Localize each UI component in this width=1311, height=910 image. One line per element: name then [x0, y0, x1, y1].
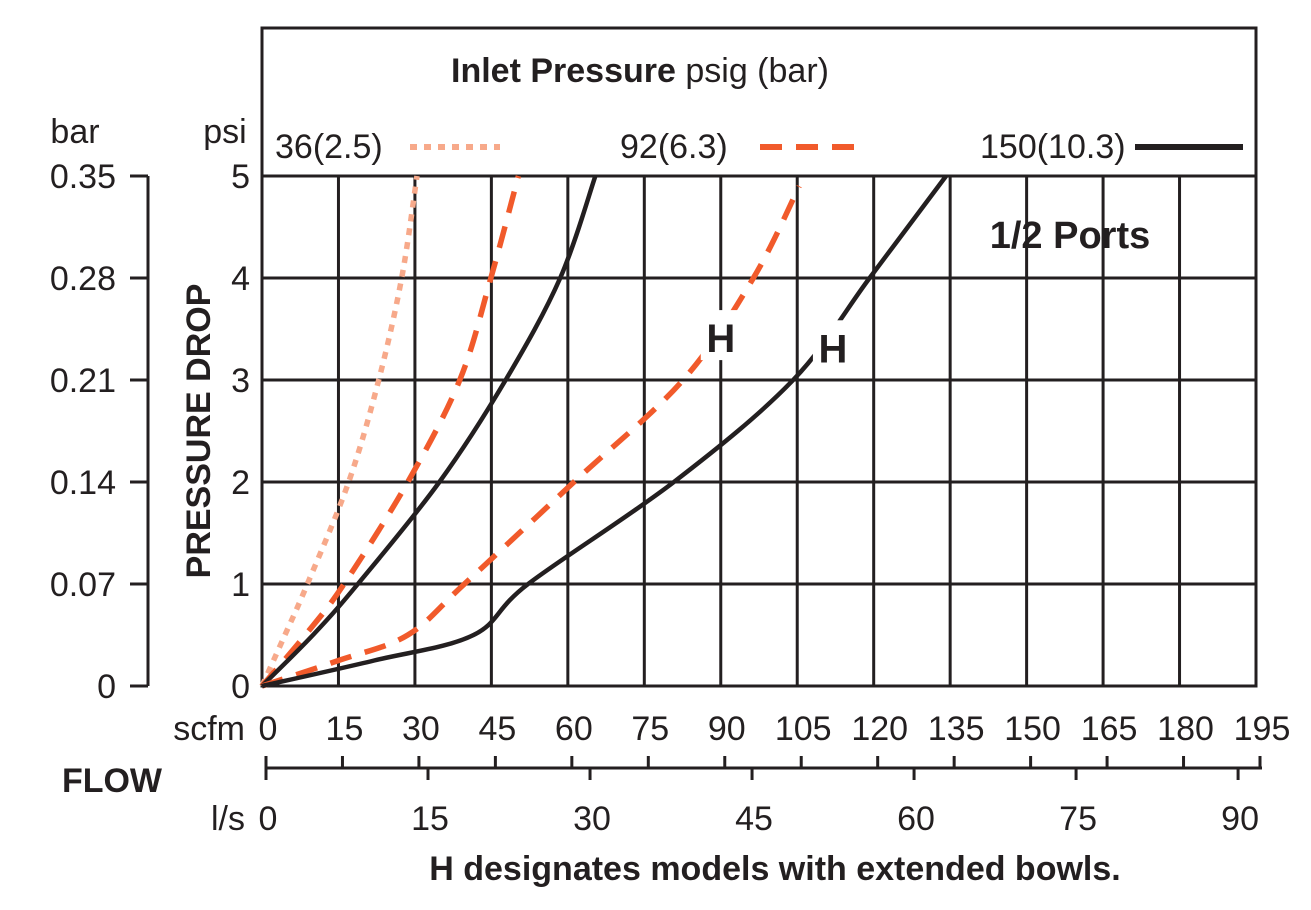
x-tick-label-scfm: 120 — [851, 710, 908, 748]
x-tick-label-scfm: 90 — [708, 710, 746, 748]
x-tick-label-scfm: 105 — [775, 710, 832, 748]
x-axis: 0 15 30 45 60 75 90 105 120 135 150 165 180 195 0 15 30 4… — [259, 710, 1291, 838]
x-tick-label-scfm: 165 — [1081, 710, 1138, 748]
x-tick-label-scfm: 195 — [1234, 710, 1291, 748]
h-label-background — [812, 320, 853, 371]
x-tick-label-scfm: 45 — [478, 710, 516, 748]
curves — [259, 174, 948, 689]
psi-unit-label: psi — [203, 113, 246, 151]
y-tick-label-bar: 0.07 — [50, 566, 116, 604]
series-curve-362.5 — [259, 175, 420, 688]
y-tick-label-psi: 1 — [231, 566, 250, 604]
y-tick-label-psi: 3 — [231, 362, 250, 400]
x-tick-label-scfm: 75 — [631, 710, 669, 748]
x-tick-label-scfm: 180 — [1157, 710, 1214, 748]
y-tick-label-bar: 0.35 — [50, 158, 116, 196]
x-tick-label-scfm: 150 — [1004, 710, 1061, 748]
plot-frame — [260, 26, 1258, 688]
x-tick-label-ls: 60 — [897, 800, 935, 838]
y-tick-label-psi: 4 — [231, 260, 250, 298]
x-tick-label-scfm: 135 — [928, 710, 985, 748]
series-curve-926.3 — [259, 175, 522, 688]
y-tick-label-bar: 0.14 — [50, 464, 116, 502]
x-tick-label-scfm: 0 — [259, 710, 278, 748]
series-curve-926.3-h — [261, 184, 802, 689]
h-label-background — [700, 310, 741, 361]
ls-unit-label: l/s — [211, 800, 245, 838]
x-tick-label-ls: 30 — [573, 800, 611, 838]
series-curve-15010.3-h — [261, 174, 948, 689]
x-tick-label-ls: 45 — [735, 800, 773, 838]
x-tick-label-ls: 75 — [1059, 800, 1097, 838]
ports-annotation: 1/2 Ports — [990, 215, 1151, 257]
legend-title-main: Inlet Pressure — [451, 52, 676, 90]
y-tick-label-bar: 0 — [97, 668, 116, 706]
legend-title-units: psig (bar) — [685, 52, 829, 90]
h-model-label: H — [706, 317, 735, 361]
legend: 36(2.5) 92(6.3) 150(10.3) — [275, 128, 1243, 166]
footnote: H designates models with extended bowls. — [429, 850, 1120, 888]
x-tick-label-scfm: 30 — [402, 710, 440, 748]
x-tick-label-ls: 90 — [1221, 800, 1259, 838]
scfm-unit-label: scfm — [173, 710, 245, 748]
bar-unit-label: bar — [50, 113, 99, 151]
x-tick-label-ls: 0 — [259, 800, 278, 838]
h-model-label: H — [818, 327, 847, 371]
x-tick-label-scfm: 15 — [326, 710, 364, 748]
y-tick-label-psi: 5 — [231, 158, 250, 196]
y-tick-label-bar: 0.21 — [50, 362, 116, 400]
x-tick-label-ls: 15 — [411, 800, 449, 838]
x-axis-title: FLOW — [62, 762, 163, 800]
y-axis-title: PRESSURE DROP — [180, 284, 218, 579]
y-axis: 0 0 1 0.07 2 0.14 3 0.21 4 0.28 5 0.35 — [50, 158, 250, 706]
legend-label: 36(2.5) — [275, 128, 383, 166]
series-curve-15010.3 — [260, 175, 598, 688]
y-tick-label-bar: 0.28 — [50, 260, 116, 298]
legend-label: 92(6.3) — [620, 128, 728, 166]
legend-title: Inlet Pressure psig (bar) — [451, 52, 829, 90]
grid — [260, 174, 1258, 688]
x-tick-label-scfm: 60 — [555, 710, 593, 748]
y-tick-label-psi: 0 — [231, 668, 250, 706]
y-tick-label-psi: 2 — [231, 464, 250, 502]
legend-label: 150(10.3) — [980, 128, 1126, 166]
